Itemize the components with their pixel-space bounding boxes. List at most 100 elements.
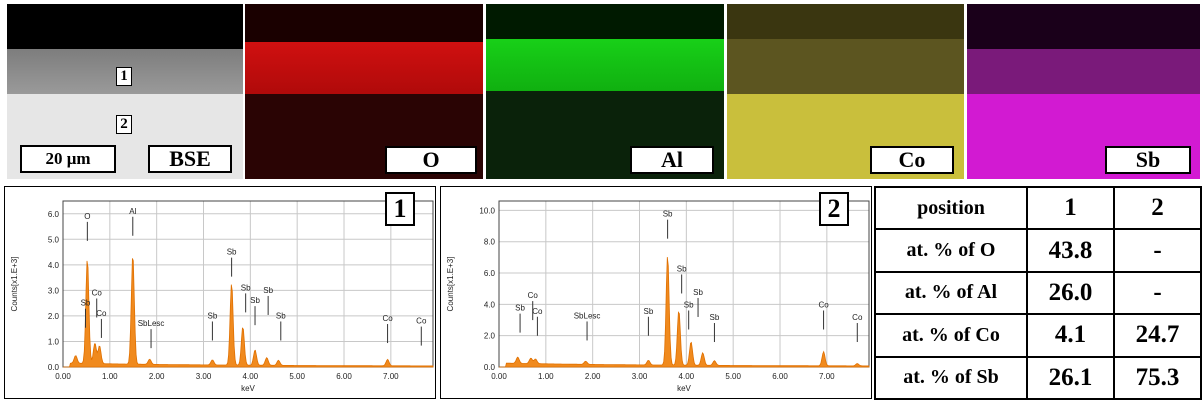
y-axis-label: Counts[x1.E+3] [10, 257, 19, 312]
table-row: at. % of O 43.8 - [874, 228, 1202, 273]
scale-bar-label: 20 μm [20, 145, 116, 173]
peak-label: Co [382, 314, 393, 323]
x-tick-label: 3.00 [632, 372, 648, 381]
peak-label: Sb [263, 286, 273, 295]
y-tick-label: 6.0 [48, 210, 60, 219]
y-tick-label: 2.0 [484, 332, 496, 341]
table-row: at. % of Sb 26.1 75.3 [874, 355, 1202, 401]
scale-bar-text: 20 μm [45, 149, 91, 168]
peak-label: Sb [515, 304, 525, 313]
table-header-position: position [874, 185, 1028, 231]
cobalt-map-layer [727, 39, 964, 94]
cell-value: 4.1 [1026, 313, 1115, 358]
peak-label: Sb [677, 264, 687, 273]
spectrum-area [499, 257, 870, 368]
peak-label: Sb [276, 311, 286, 320]
x-tick-label: 7.00 [383, 372, 399, 381]
x-tick-label: 2.00 [149, 372, 165, 381]
row-label: at. % of Co [874, 313, 1028, 358]
peak-label: Co [528, 291, 539, 300]
cell-value: - [1113, 270, 1202, 316]
table-row: at. % of Al 26.0 - [874, 270, 1202, 316]
cell-value: 43.8 [1026, 228, 1115, 273]
cell-value: 75.3 [1113, 355, 1202, 401]
position-marker-1: 1 [116, 67, 132, 86]
table-header-2: 2 [1113, 185, 1202, 231]
x-tick-label: 1.00 [538, 372, 554, 381]
peak-label: Sb [684, 300, 694, 309]
cell-value: 26.0 [1026, 270, 1115, 316]
y-tick-label: 2.0 [48, 312, 60, 321]
cobalt-map: Co [727, 4, 964, 179]
peak-label: Co [92, 288, 103, 297]
y-tick-label: 10.0 [479, 206, 495, 215]
x-tick-label: 7.00 [819, 372, 835, 381]
table-header-1: 1 [1026, 185, 1115, 231]
peak-label: Co [416, 317, 427, 326]
x-tick-label: 4.00 [679, 372, 695, 381]
plot-frame [498, 200, 870, 368]
peak-label: Sb [663, 210, 673, 219]
eds-spectrum-1: O Al Sb Co Co SbLesc Sb Sb Sb Sb Sb Sb Co Co 0.00 1.00 2… [4, 186, 436, 399]
map-label-co: Co [870, 146, 954, 174]
spectrum-tag-1: 1 [385, 192, 415, 226]
peak-label: Sb [644, 307, 654, 316]
peak-label: SbLesc [574, 311, 601, 320]
map-label-sb: Sb [1105, 146, 1191, 174]
peak-label: Co [852, 313, 863, 322]
peak-label: Al [129, 207, 136, 216]
peak-label: O [84, 212, 90, 221]
bse-image: 1 2 20 μm BSE [7, 4, 243, 179]
cell-value: - [1113, 228, 1202, 273]
oxygen-map: O [245, 4, 483, 179]
y-tick-label: 6.0 [484, 269, 496, 278]
peak-label: Sb [227, 248, 237, 257]
antimony-map: Sb [967, 4, 1200, 179]
x-tick-label: 3.00 [196, 372, 212, 381]
x-tick-label: 1.00 [102, 372, 118, 381]
x-tick-label: 5.00 [289, 372, 305, 381]
peak-label: Sb [250, 296, 260, 305]
y-tick-label: 5.0 [48, 235, 60, 244]
aluminum-map: Al [486, 4, 724, 179]
oxygen-map-layer [245, 42, 483, 94]
row-label: at. % of Al [874, 270, 1028, 316]
peak-label: Sb [241, 283, 251, 292]
aluminum-map-layer [486, 39, 724, 91]
composition-table: position 1 2 at. % of O 43.8 - at. % of … [874, 185, 1202, 401]
position-marker-2: 2 [116, 115, 132, 134]
peak-label: Sb [81, 299, 91, 308]
x-tick-label: 6.00 [772, 372, 788, 381]
x-tick-label: 5.00 [725, 372, 741, 381]
table-row: at. % of Co 4.1 24.7 [874, 313, 1202, 358]
y-tick-label: 8.0 [484, 238, 496, 247]
y-tick-label: 0.0 [484, 363, 496, 372]
row-label: at. % of Sb [874, 355, 1028, 401]
map-label-al: Al [630, 146, 714, 174]
y-tick-label: 4.0 [484, 300, 496, 309]
peak-label: Sb [693, 288, 703, 297]
spectrum-tag-2: 2 [819, 192, 849, 226]
peak-label: Co [96, 309, 107, 318]
x-axis-label: keV [677, 384, 691, 393]
map-label-bse: BSE [148, 145, 232, 173]
y-tick-label: 4.0 [48, 261, 60, 270]
table-header-row: position 1 2 [874, 185, 1202, 231]
row-label: at. % of O [874, 228, 1028, 273]
x-tick-label: 0.00 [491, 372, 507, 381]
y-tick-label: 0.0 [48, 363, 60, 372]
cell-value: 26.1 [1026, 355, 1115, 401]
eds-spectrum-2: Sb Co Sb Co SbLesc Sb Sb Sb Sb Sb Co Co 0.00 1.00 2.00… [440, 186, 872, 399]
x-tick-label: 0.00 [55, 372, 71, 381]
spectrum-area [63, 258, 434, 368]
peak-label: Sb [710, 313, 720, 322]
peak-label: Co [532, 307, 543, 316]
x-tick-label: 4.00 [243, 372, 259, 381]
peak-label: Co [818, 300, 829, 309]
x-tick-label: 6.00 [336, 372, 352, 381]
cell-value: 24.7 [1113, 313, 1202, 358]
y-axis-label: Counts[x1.E+3] [446, 257, 455, 312]
y-tick-label: 1.0 [48, 337, 60, 346]
